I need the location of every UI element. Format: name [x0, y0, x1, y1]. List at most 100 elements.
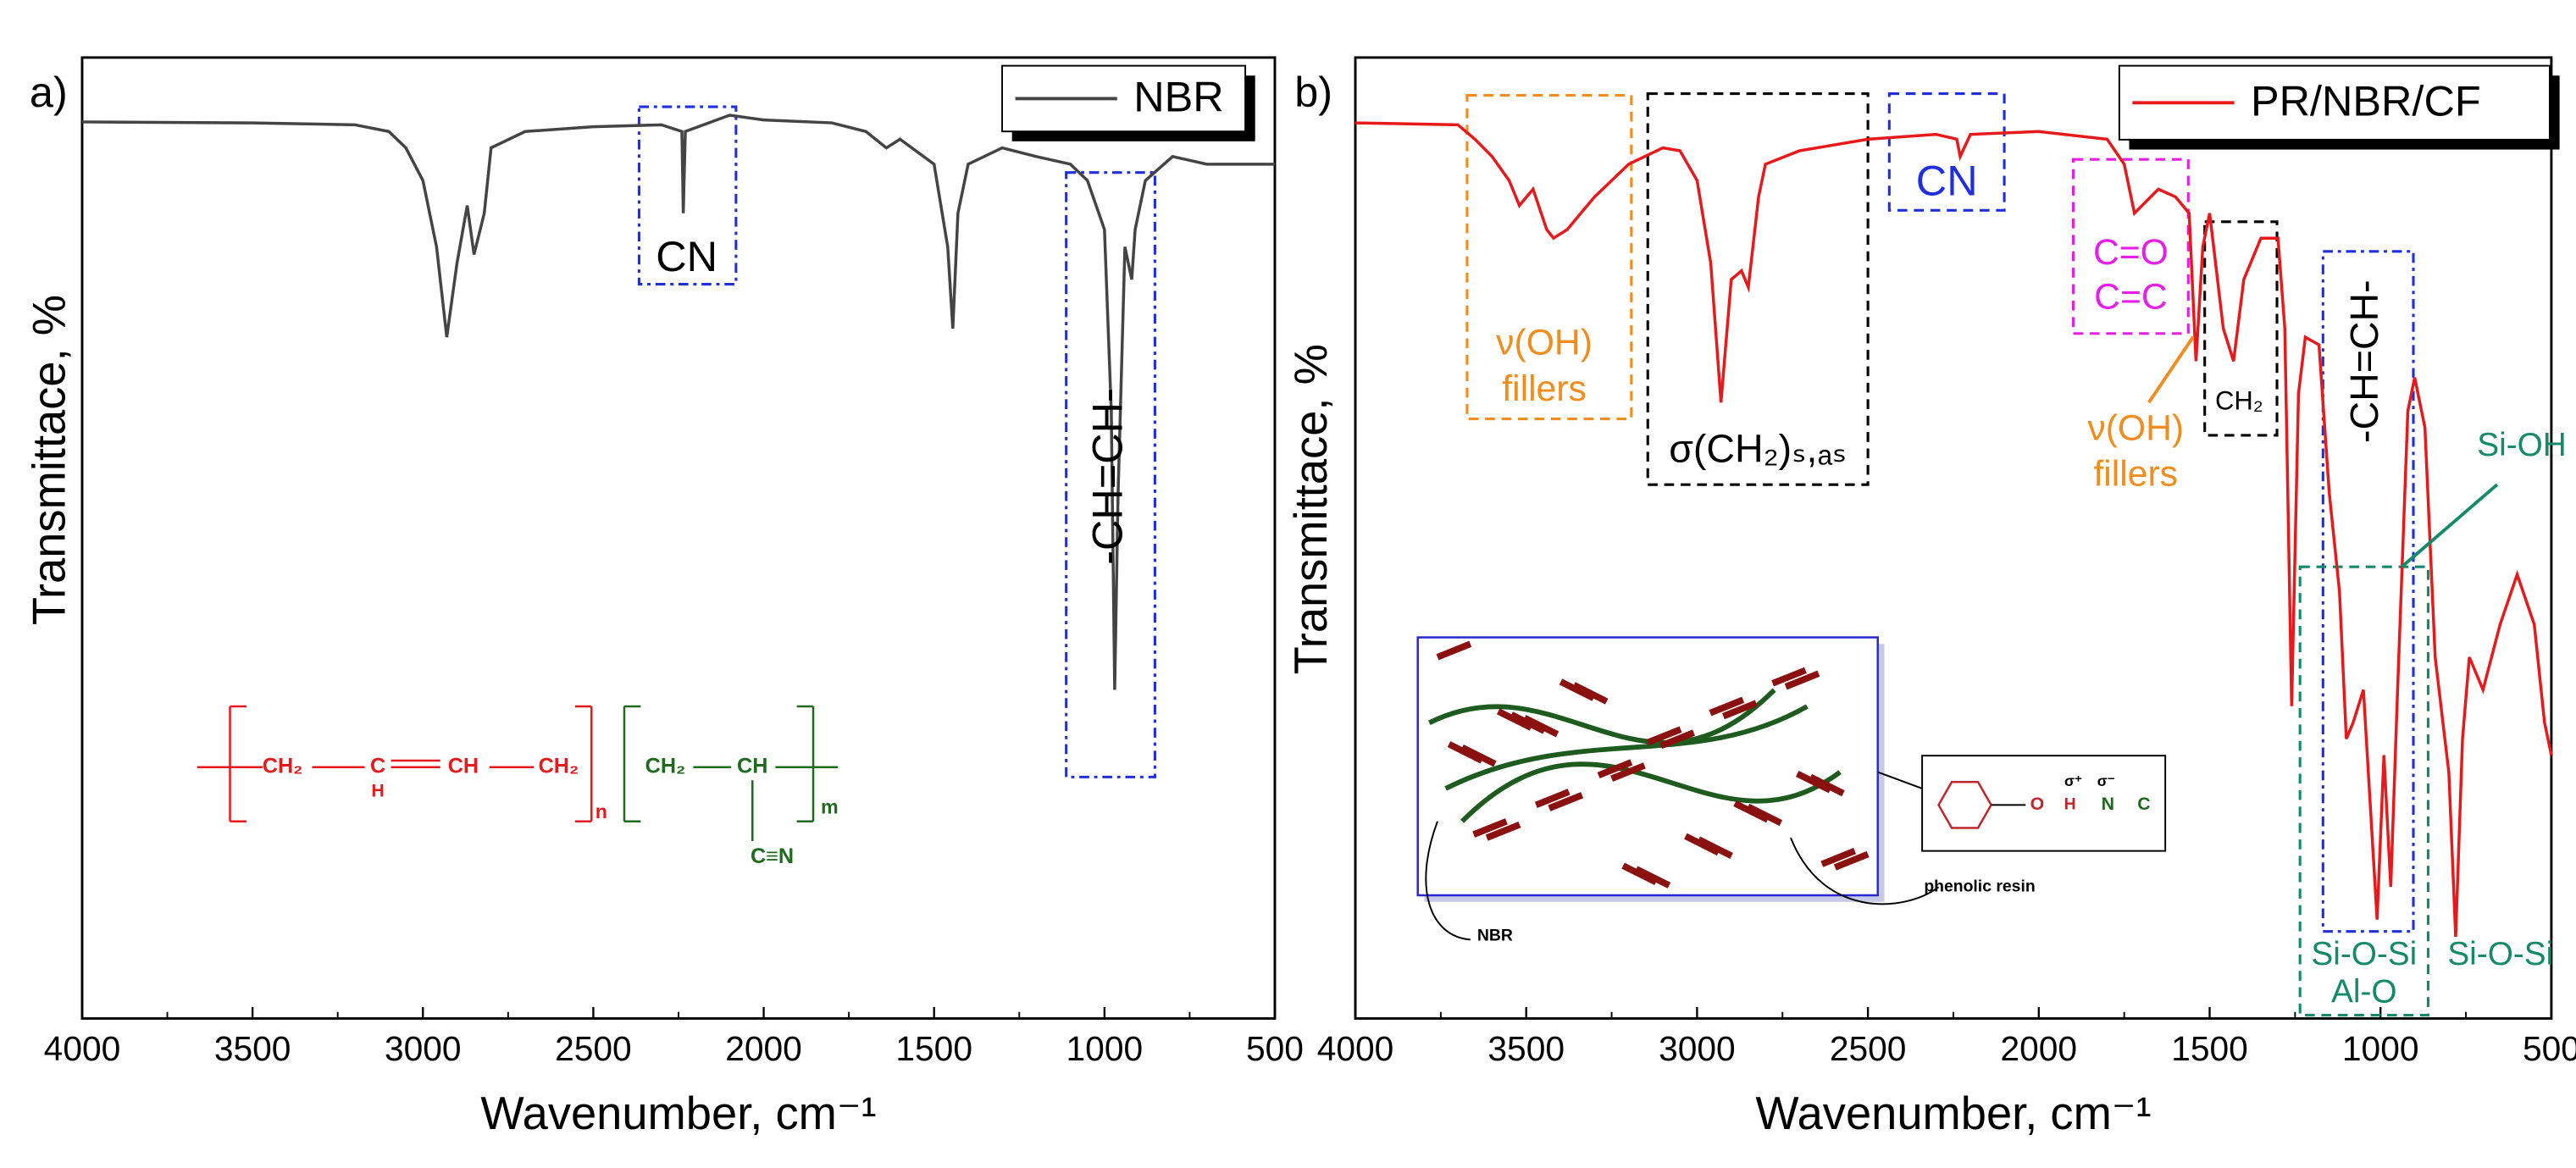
x-tick-label: 2000: [725, 1029, 802, 1068]
x-tick-label: 3000: [1659, 1029, 1736, 1068]
annotation: C=C: [2094, 276, 2168, 317]
structure-label: H: [371, 780, 384, 800]
resin-fragment: [1684, 833, 1720, 856]
x-tick-label: 3000: [385, 1029, 462, 1068]
x-axis-label: Wavenumber, cm⁻¹: [480, 1088, 876, 1139]
x-tick-label: 4000: [1317, 1029, 1394, 1068]
x-tick-label: 1000: [2342, 1029, 2419, 1068]
annotation: CN: [656, 232, 717, 280]
structure-label: σ⁻: [2097, 772, 2115, 789]
legend-label: NBR: [1133, 73, 1223, 121]
structure-label: H: [2064, 794, 2076, 813]
x-tick-label: 1500: [895, 1029, 972, 1068]
nbr-chain: [1460, 761, 1842, 823]
annotation-box: [1465, 93, 1633, 421]
resin-fragment: [1820, 848, 1857, 867]
annotation: ν(OH): [2087, 407, 2184, 448]
annotation: fillers: [2093, 454, 2178, 495]
resin-fragment: [1771, 667, 1807, 687]
x-tick-label: 500: [2523, 1029, 2576, 1068]
annotation-box: [2203, 220, 2279, 437]
arrow-sioh: [2401, 483, 2499, 568]
annotation: -CH=CH-: [1083, 388, 1131, 565]
x-tick-label: 1500: [2171, 1029, 2248, 1068]
resin-fragment: [1795, 771, 1832, 794]
structure-label: CH₂: [539, 754, 579, 778]
annotation: CN: [1916, 157, 1978, 205]
structure-label: C≡N: [751, 844, 794, 868]
annotation-box: [2071, 158, 2190, 335]
panel-label: b): [1294, 68, 1332, 116]
arrow-nbr: [1425, 821, 1471, 941]
panel-label: a): [30, 68, 68, 116]
resin-fragment: [1659, 729, 1695, 750]
annotation: ν(OH): [1496, 323, 1593, 363]
nbr-chain: [1444, 704, 1809, 791]
resin-fragment: [1784, 670, 1820, 690]
x-tick-label: 1000: [1066, 1029, 1144, 1068]
legend-label: PR/NBR/CF: [2251, 77, 2481, 125]
structure-label: CH₂: [263, 754, 303, 778]
resin-fragment: [1646, 726, 1682, 746]
connector: [1877, 771, 1923, 789]
resin-fragment: [1722, 700, 1758, 720]
annotation: σ(CH₂)ₛ,ₐₛ: [1669, 427, 1847, 471]
annotation-box: [2298, 565, 2430, 1017]
annotation: C=O: [2093, 232, 2169, 273]
annotation: Si-O-Si: [2311, 936, 2417, 972]
structure-label: CH: [737, 754, 767, 778]
annotation-box: [2321, 250, 2415, 933]
structure-label: n: [596, 800, 607, 822]
arrow-resin: [1790, 837, 1940, 905]
structure-label: N: [2102, 794, 2114, 814]
structure-label: C: [370, 754, 385, 778]
resin-fragment: [1485, 822, 1521, 841]
spectrum-line: [81, 113, 1275, 690]
x-tick-label: 4000: [44, 1029, 121, 1068]
x-axis-label: Wavenumber, cm⁻¹: [1755, 1088, 2151, 1139]
resin-fragment: [1548, 792, 1584, 811]
structure-label: O: [2030, 794, 2045, 814]
y-axis-label: Transmittace, %: [23, 295, 75, 625]
y-axis-label: Transmittace, %: [1285, 344, 1337, 674]
resin-fragment: [1497, 708, 1533, 731]
resin-fragment: [1436, 640, 1472, 661]
annotation: fillers: [1502, 368, 1587, 409]
annotation: CH₂: [2215, 385, 2263, 415]
annotation: Si-O-Si: [2447, 936, 2553, 972]
nbr-chain: [1427, 688, 1776, 745]
annotation: -CH=CH-: [2342, 280, 2386, 443]
structure-label: σ⁺: [2064, 772, 2082, 789]
structure-label: m: [821, 795, 839, 817]
x-tick-label: 2000: [2001, 1029, 2078, 1068]
annotation-box: [1646, 92, 1870, 486]
resin-fragment: [1709, 696, 1745, 717]
resin-fragment: [1559, 678, 1595, 701]
structure-label: C: [2137, 794, 2150, 814]
resin-fragment: [1534, 789, 1571, 808]
resin-fragment: [1733, 800, 1770, 823]
resin-fragment: [1472, 818, 1508, 838]
annotation: Si-OH: [2477, 427, 2567, 463]
resin-fragment: [1621, 862, 1658, 885]
spectrum-line: [1354, 121, 2553, 938]
x-tick-label: 3500: [1487, 1029, 1565, 1068]
structure-label: NBR: [1477, 927, 1513, 945]
annotation-box: [1065, 171, 1156, 778]
annotation-box: [637, 105, 738, 286]
x-tick-label: 2500: [1830, 1029, 1907, 1068]
resin-fragment: [1833, 850, 1870, 871]
structure-label: CH₂: [645, 754, 686, 778]
x-tick-label: 500: [1246, 1029, 1304, 1068]
phenol-ring: [1937, 780, 1993, 829]
arrow-oh: [2147, 335, 2195, 404]
x-tick-label: 2500: [555, 1029, 632, 1068]
structure-label: phenolic resin: [1924, 877, 2035, 895]
structure-label: CH: [448, 754, 479, 778]
resin-fragment: [1447, 741, 1484, 764]
inset-detail: [1921, 755, 2167, 852]
resin-fragment: [1610, 762, 1646, 782]
resin-fragment: [1597, 759, 1633, 779]
